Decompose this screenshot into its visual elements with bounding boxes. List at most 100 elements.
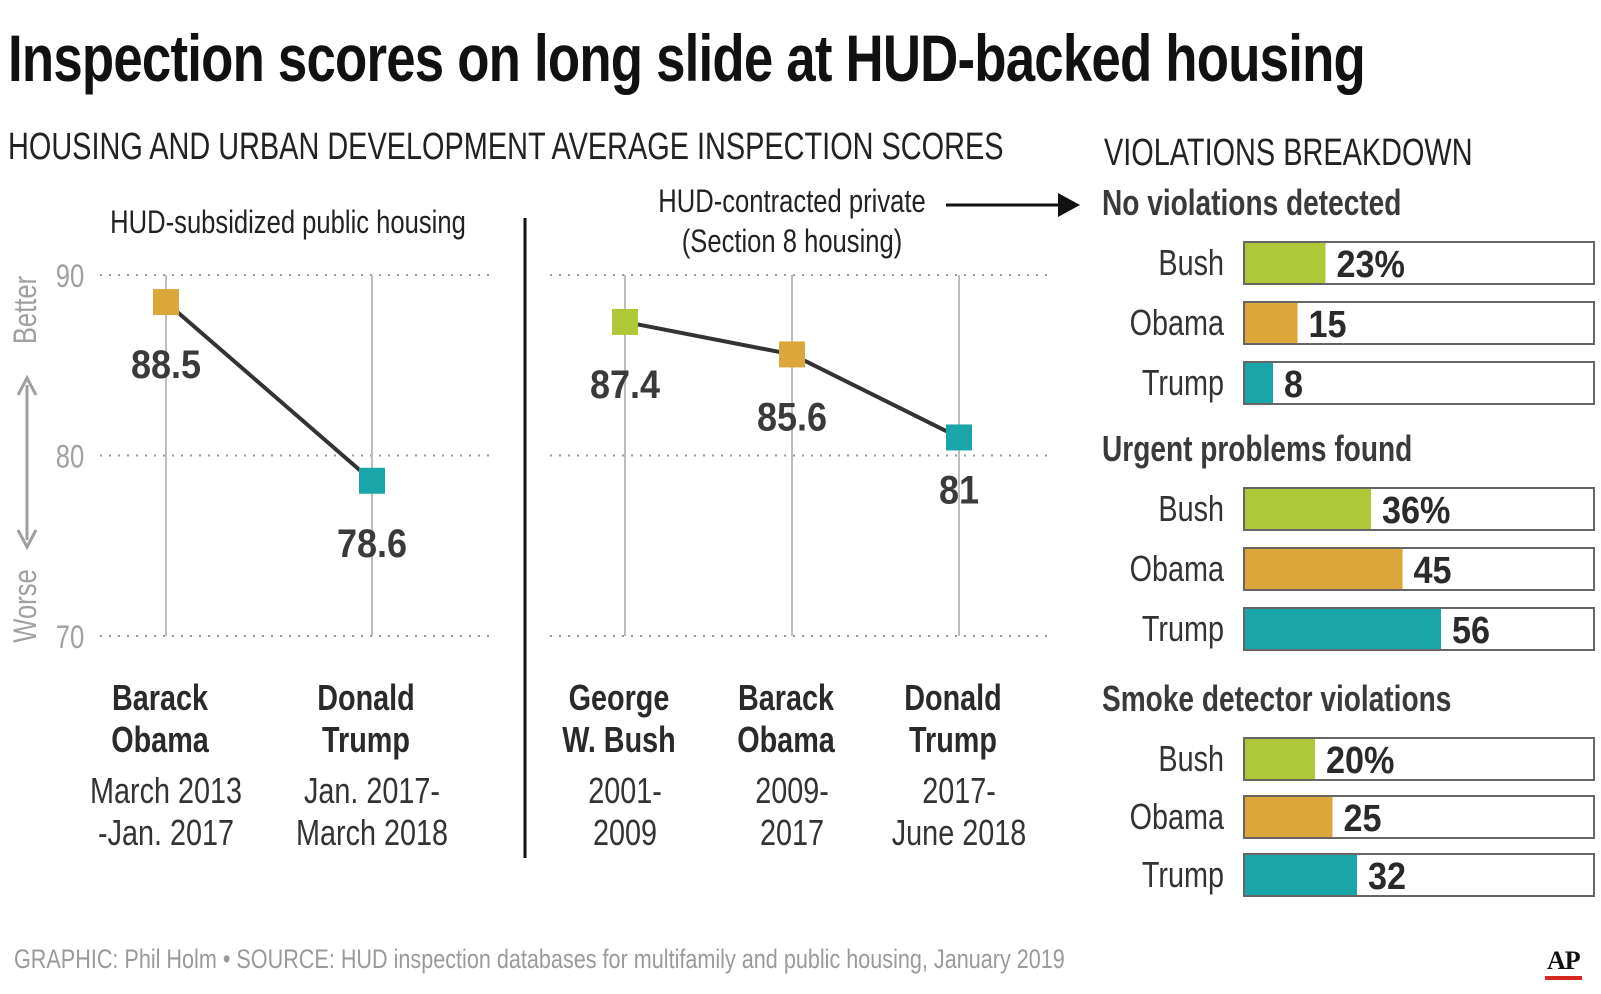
data-value-label-group: 87.4 xyxy=(590,363,660,407)
x-period-label: -Jan. 2017 xyxy=(98,812,234,853)
arrow-to-breakdown xyxy=(946,193,1080,217)
x-period-label: 2009- xyxy=(755,770,829,811)
data-point-marker xyxy=(779,341,805,368)
data-value-label: 85.6 xyxy=(757,396,827,440)
bar-value-label-group: 20% xyxy=(1326,738,1394,781)
bar xyxy=(1245,739,1315,779)
bar-category-label: Bush xyxy=(1158,242,1224,283)
bar-category-label-group: Obama xyxy=(1130,548,1225,589)
bar xyxy=(1245,549,1403,589)
source-credit: GRAPHIC: Phil Holm • SOURCE: HUD inspect… xyxy=(14,944,1328,975)
x-category-label: W. Bush xyxy=(562,719,676,760)
bar-category-label: Bush xyxy=(1158,738,1224,779)
x-period-label: Jan. 2017- xyxy=(304,770,440,811)
bar-value-label-group: 45 xyxy=(1414,548,1452,591)
y-axis-annotation: Better Worse xyxy=(8,276,43,643)
bar-category-label-group: Obama xyxy=(1130,796,1225,837)
x-category-label: Barack xyxy=(112,677,209,718)
x-category-label: Obama xyxy=(737,719,835,760)
y-tick-label: 80 xyxy=(56,440,84,475)
x-category-label-group: Trump xyxy=(322,719,410,760)
bar-value-label-group: 36% xyxy=(1382,488,1450,531)
x-category-label: Barack xyxy=(738,677,835,718)
bar-value-label-group: 8 xyxy=(1284,362,1303,405)
bar-value-label: 36% xyxy=(1382,488,1450,531)
bar xyxy=(1245,609,1441,649)
bar-category-label-group: Bush xyxy=(1158,488,1224,529)
bar xyxy=(1245,243,1326,283)
x-category-label-group: Obama xyxy=(111,719,209,760)
bar-category-label-group: Bush xyxy=(1158,242,1224,283)
data-point-marker xyxy=(359,467,385,494)
violations-breakdown-title: VIOLATIONS BREAKDOWN xyxy=(1104,132,1589,175)
bar xyxy=(1245,855,1357,895)
x-category-label-group: George xyxy=(569,677,670,718)
chart-subtitle: HOUSING AND URBAN DEVELOPMENT AVERAGE IN… xyxy=(8,126,1318,169)
x-period-label-group: 2009- xyxy=(755,770,829,811)
bar-value-label: 25 xyxy=(1344,796,1382,839)
bar-category-label: Obama xyxy=(1130,302,1225,343)
axis-better-label: Better xyxy=(8,276,43,345)
x-period-label: 2017- xyxy=(922,770,996,811)
x-period-label: March 2013 xyxy=(90,770,242,811)
bar-value-label-group: 23% xyxy=(1337,242,1405,285)
bar-value-label: 15 xyxy=(1309,302,1347,345)
bar-category-label: Obama xyxy=(1130,796,1225,837)
data-point-marker xyxy=(612,308,638,335)
x-period-label-group: 2017 xyxy=(760,812,824,853)
bar-category-label: Trump xyxy=(1142,362,1224,403)
bar-value-label-group: 32 xyxy=(1368,854,1406,897)
x-category-label-group: Obama xyxy=(737,719,835,760)
panel-title: (Section 8 housing) xyxy=(682,224,903,259)
bar xyxy=(1245,797,1333,837)
bar-value-label-group: 56 xyxy=(1452,608,1490,651)
bar-category-label-group: Bush xyxy=(1158,738,1224,779)
bar-category-label-group: Trump xyxy=(1142,608,1224,649)
bar-track xyxy=(1243,301,1595,345)
bar-category-label-group: Trump xyxy=(1142,854,1224,895)
bar-value-label: 56 xyxy=(1452,608,1490,651)
data-point-marker xyxy=(946,424,972,451)
data-value-label-group: 78.6 xyxy=(337,522,407,566)
violations-group: No violations detected Bush 23% Obama 15 Trum… xyxy=(1102,183,1595,405)
axis-worse-label: Worse xyxy=(8,569,43,642)
bar xyxy=(1245,489,1371,529)
chart-title: Inspection scores on long slide at HUD-b… xyxy=(8,20,1601,96)
panel-title-group: HUD-subsidized public housing xyxy=(110,205,466,240)
panel-title: HUD-contracted private xyxy=(658,184,925,219)
x-category-label: Donald xyxy=(904,677,1002,718)
data-value-label-group: 85.6 xyxy=(757,396,827,440)
bar-value-label: 45 xyxy=(1414,548,1452,591)
panel-title: HUD-subsidized public housing xyxy=(110,205,466,240)
x-category-label-group: Barack xyxy=(738,677,835,718)
worse-label-group: Worse xyxy=(8,569,43,642)
panel-title-group: HUD-contracted private xyxy=(658,184,925,219)
data-value-label-group: 88.5 xyxy=(131,343,201,387)
x-period-label: 2009 xyxy=(593,812,657,853)
violations-breakdown-title-text: VIOLATIONS BREAKDOWN xyxy=(1104,132,1473,174)
violations-group: Smoke detector violations Bush 20% Obama 25 T… xyxy=(1102,679,1595,897)
group-title: Urgent problems found xyxy=(1102,429,1412,469)
bar-category-label: Trump xyxy=(1142,608,1224,649)
y-tick-label-group: 70 xyxy=(56,620,84,655)
x-period-label-group: 2001- xyxy=(588,770,662,811)
x-period-label: 2001- xyxy=(588,770,662,811)
bar xyxy=(1245,363,1273,403)
y-tick-label: 70 xyxy=(56,620,84,655)
y-tick-label: 90 xyxy=(56,259,84,294)
arrow-right-icon xyxy=(1058,193,1080,217)
data-point-marker xyxy=(153,289,179,316)
data-value-label: 81 xyxy=(939,469,979,513)
x-period-label-group: March 2018 xyxy=(296,812,448,853)
x-category-label-group: Donald xyxy=(904,677,1002,718)
x-period-label-group: 2009 xyxy=(593,812,657,853)
bar-category-label: Obama xyxy=(1130,548,1225,589)
x-category-label: George xyxy=(569,677,670,718)
data-value-label: 87.4 xyxy=(590,363,660,407)
bar-value-label: 8 xyxy=(1284,362,1303,405)
x-category-label-group: Barack xyxy=(112,677,209,718)
x-period-label-group: -Jan. 2017 xyxy=(98,812,234,853)
